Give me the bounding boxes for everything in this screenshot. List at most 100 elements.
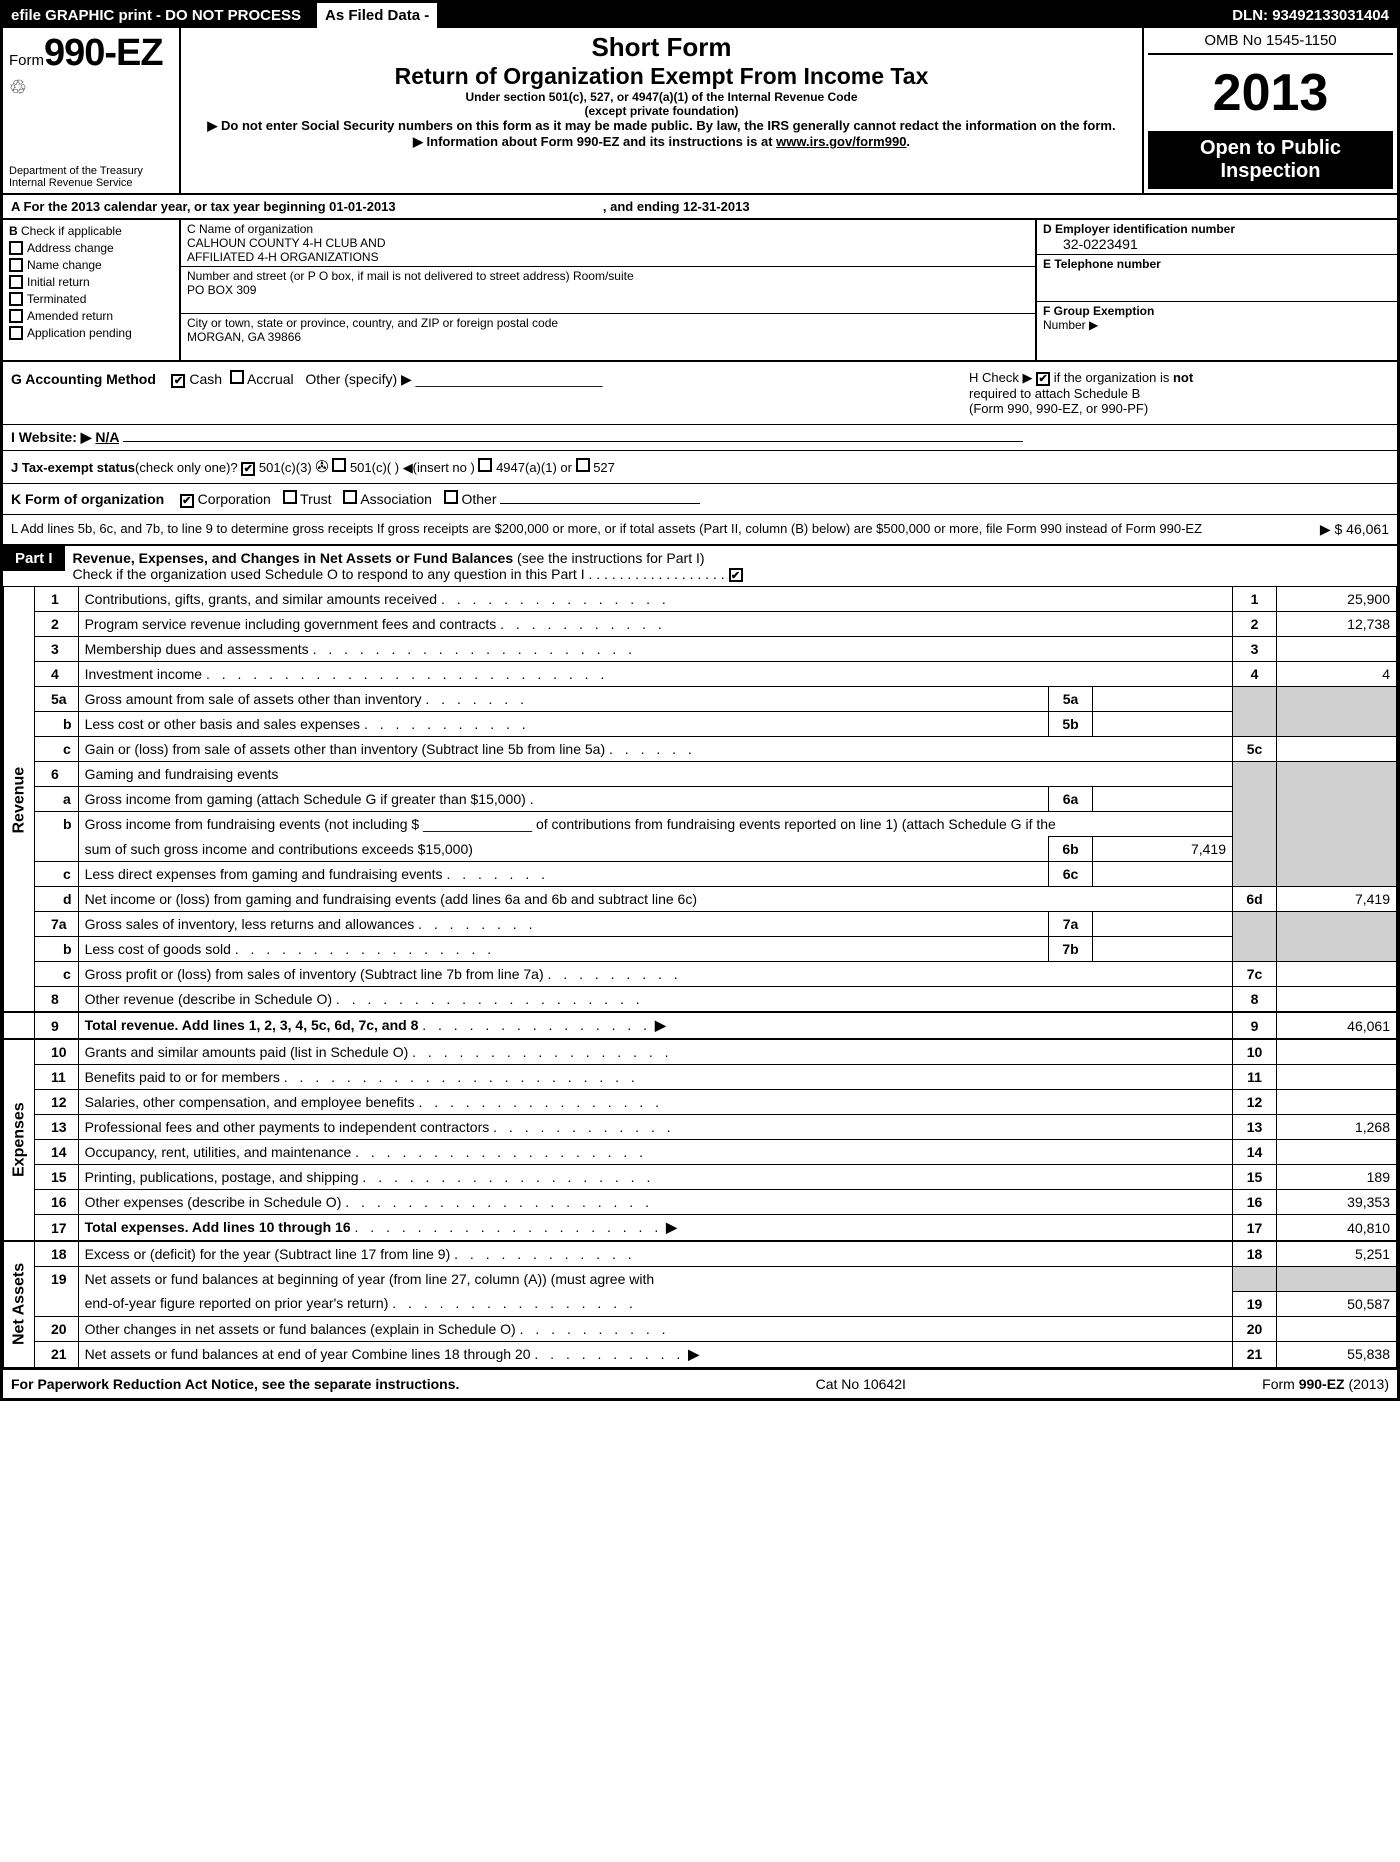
row-j: J Tax-exempt status(check only one)? ✔ 5… — [3, 450, 1397, 484]
l18-desc: Excess or (deficit) for the year (Subtra… — [85, 1246, 451, 1262]
l8-val — [1277, 987, 1397, 1013]
part1-title-bold: Revenue, Expenses, and Changes in Net As… — [73, 550, 514, 566]
col-b-label: B — [9, 224, 18, 238]
l7b-mid: 7b — [1049, 937, 1093, 962]
chk-initial-label: Initial return — [27, 275, 90, 289]
l6b-midval: 7,419 — [1093, 837, 1233, 862]
city-val: MORGAN, GA 39866 — [187, 330, 1029, 344]
h-text2: if the organization is — [1054, 370, 1170, 385]
l18-val: 5,251 — [1277, 1241, 1397, 1267]
l7c-box: 7c — [1233, 962, 1277, 987]
chk-initial[interactable] — [9, 275, 23, 289]
l11-val — [1277, 1065, 1397, 1090]
h-text4: (Form 990, 990-EZ, or 990-PF) — [969, 401, 1148, 416]
chk-other-org[interactable] — [444, 490, 458, 504]
l3-num: 3 — [35, 637, 79, 662]
chk-assoc[interactable] — [343, 490, 357, 504]
chk-name-label: Name change — [27, 258, 102, 272]
chk-pending[interactable] — [9, 326, 23, 340]
chk-501c3[interactable]: ✔ — [241, 462, 255, 476]
ein-label: D Employer identification number — [1043, 222, 1235, 236]
l21-desc: Net assets or fund balances at end of ye… — [85, 1346, 531, 1362]
l15-box: 15 — [1233, 1165, 1277, 1190]
footer-right-prefix: Form — [1262, 1376, 1299, 1392]
chk-amended[interactable] — [9, 309, 23, 323]
row-gh: G Accounting Method ✔ Cash Accrual Other… — [3, 362, 1397, 424]
open-label: Open to Public — [1154, 137, 1387, 160]
form-org-label: K Form of organization — [11, 491, 164, 507]
form-number: 990-EZ — [44, 32, 163, 74]
chk-4947[interactable] — [478, 458, 492, 472]
l20-desc: Other changes in net assets or fund bala… — [85, 1321, 516, 1337]
l3-desc: Membership dues and assessments — [85, 641, 309, 657]
row-i: I Website: ▶ N/A — [3, 424, 1397, 450]
chk-527[interactable] — [576, 458, 590, 472]
dept-treasury: Department of the Treasury — [9, 165, 173, 177]
col-b: B Check if applicable Address change Nam… — [3, 220, 181, 360]
part1-title-rest: (see the instructions for Part I) — [517, 550, 705, 566]
chk-501c[interactable] — [332, 458, 346, 472]
website-val: N/A — [95, 429, 119, 445]
tax-year: 2013 — [1148, 55, 1393, 131]
chk-corp[interactable]: ✔ — [180, 494, 194, 508]
corp-label: Corporation — [198, 491, 271, 507]
l12-val — [1277, 1090, 1397, 1115]
netassets-side-label: Net Assets — [4, 1241, 35, 1367]
l10-box: 10 — [1233, 1039, 1277, 1065]
check-o-text: Check if the organization used Schedule … — [73, 566, 725, 582]
section-a-ending: , and ending 12-31-2013 — [603, 199, 750, 214]
l14-box: 14 — [1233, 1140, 1277, 1165]
omb-number: OMB No 1545-1150 — [1148, 32, 1393, 55]
l2-desc: Program service revenue including govern… — [85, 616, 497, 632]
l7a-num: 7a — [35, 912, 79, 937]
chk-h[interactable]: ✔ — [1036, 372, 1050, 386]
l12-desc: Salaries, other compensation, and employ… — [85, 1094, 415, 1110]
l10-val — [1277, 1039, 1397, 1065]
l5c-val — [1277, 737, 1397, 762]
street-label: Number and street (or P O box, if mail i… — [187, 269, 1029, 283]
l16-desc: Other expenses (describe in Schedule O) — [85, 1194, 342, 1210]
chk-address[interactable] — [9, 241, 23, 255]
l7a-mid: 7a — [1049, 912, 1093, 937]
l5b-desc: Less cost or other basis and sales expen… — [85, 716, 361, 732]
chk-pending-label: Application pending — [27, 326, 132, 340]
l19-val: 50,587 — [1277, 1291, 1397, 1316]
chk-cash[interactable]: ✔ — [171, 374, 185, 388]
l12-box: 12 — [1233, 1090, 1277, 1115]
street-val: PO BOX 309 — [187, 283, 1029, 297]
insert-no: ◀(insert no ) — [403, 460, 475, 475]
open-public: Open to Public Inspection — [1148, 131, 1393, 189]
section-a-prefix: A For the 2013 calendar year, or tax yea… — [11, 199, 396, 214]
ssn-note: ▶ Do not enter Social Security numbers o… — [189, 118, 1134, 134]
chk-trust[interactable] — [283, 490, 297, 504]
trust-label: Trust — [300, 491, 331, 507]
efile-label: efile GRAPHIC print - DO NOT PROCESS — [11, 7, 301, 24]
l2-box: 2 — [1233, 612, 1277, 637]
chk-name[interactable] — [9, 258, 23, 272]
l1-num: 1 — [35, 587, 79, 612]
l9-desc: Total revenue. Add lines 1, 2, 3, 4, 5c,… — [85, 1017, 419, 1033]
return-title: Return of Organization Exempt From Incom… — [189, 63, 1134, 90]
info-grid: B Check if applicable Address change Nam… — [3, 220, 1397, 362]
l19-box: 19 — [1233, 1291, 1277, 1316]
l3-box: 3 — [1233, 637, 1277, 662]
l7c-desc: Gross profit or (loss) from sales of inv… — [85, 966, 544, 982]
chk-accrual[interactable] — [230, 370, 244, 384]
as-filed-label: As Filed Data - — [317, 3, 437, 28]
footer-left: For Paperwork Reduction Act Notice, see … — [11, 1376, 459, 1392]
dln-label: DLN: 93492133031404 — [1232, 7, 1389, 24]
info-note-prefix: ▶ Information about Form 990-EZ and its … — [413, 134, 776, 149]
l19-desc1: Net assets or fund balances at beginning… — [85, 1271, 655, 1287]
row-l: L Add lines 5b, 6c, and 7b, to line 9 to… — [3, 515, 1397, 546]
l8-num: 8 — [35, 987, 79, 1013]
info-link[interactable]: www.irs.gov/form990 — [776, 134, 906, 149]
chk-terminated[interactable] — [9, 292, 23, 306]
l7b-num: b — [35, 937, 79, 962]
l1-box: 1 — [1233, 587, 1277, 612]
header-left: Form990-EZ ♲ Department of the Treasury … — [3, 28, 181, 193]
l18-num: 18 — [35, 1241, 79, 1267]
l5c-num: c — [35, 737, 79, 762]
l6d-val: 7,419 — [1277, 887, 1397, 912]
chk-schedule-o[interactable]: ✔ — [729, 568, 743, 582]
other-specify: Other (specify) ▶ — [305, 371, 411, 387]
